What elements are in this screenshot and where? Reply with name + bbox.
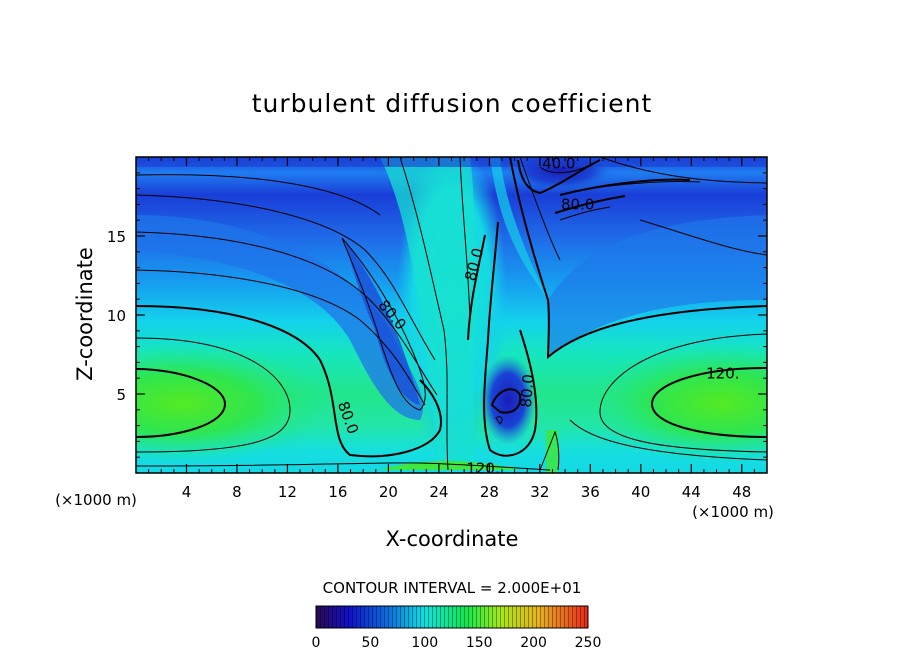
x-tick-label: 4 — [182, 483, 192, 501]
y-axis-label: Z-coordinate — [73, 247, 97, 381]
x-axis: 4 8 12 16 20 24 28 32 36 40 44 48 — [148, 157, 755, 501]
x-axis-label: X-coordinate — [386, 527, 519, 551]
contour-label: 80.0 — [561, 195, 594, 213]
x-tick-label: 40 — [631, 483, 650, 501]
x-unit-label-left: (×1000 m) — [55, 491, 137, 509]
contour-label: 120. — [466, 459, 499, 477]
x-tick-label: 12 — [278, 483, 297, 501]
contour-label: 40.0 — [542, 154, 575, 172]
colorbar — [315, 605, 589, 629]
colorbar-tick-label: 200 — [520, 635, 547, 651]
colorbar-ticks: 0 50 100 150 200 250 — [312, 635, 602, 651]
x-tick-label: 36 — [581, 483, 600, 501]
chart-title: turbulent diffusion coefficient — [252, 89, 653, 118]
x-tick-label: 32 — [530, 483, 549, 501]
x-tick-label: 16 — [328, 483, 347, 501]
colorbar-tick-label: 250 — [575, 635, 602, 651]
colorbar-tick-label: 50 — [361, 635, 379, 651]
x-tick-label: 8 — [232, 483, 242, 501]
x-tick-label: 20 — [379, 483, 398, 501]
x-unit-label-right: (×1000 m) — [692, 503, 774, 521]
y-axis: 5 10 15 — [107, 172, 767, 458]
contour-interval-text: CONTOUR INTERVAL = 2.000E+01 — [323, 579, 582, 597]
x-tick-label: 28 — [480, 483, 499, 501]
x-tick-label: 24 — [429, 483, 448, 501]
contour-lines — [136, 157, 767, 471]
y-tick-label: 5 — [116, 386, 126, 404]
colorbar-tick-label: 100 — [411, 635, 438, 651]
colorbar-tick-label: 150 — [466, 635, 493, 651]
contour-label: 120. — [706, 364, 739, 382]
y-tick-label: 15 — [107, 228, 126, 246]
x-tick-label: 44 — [682, 483, 701, 501]
x-tick-label: 48 — [732, 483, 751, 501]
colorbar-tick-label: 0 — [312, 635, 321, 651]
y-tick-label: 10 — [107, 307, 126, 325]
contour-label: 80.0 — [517, 373, 538, 408]
